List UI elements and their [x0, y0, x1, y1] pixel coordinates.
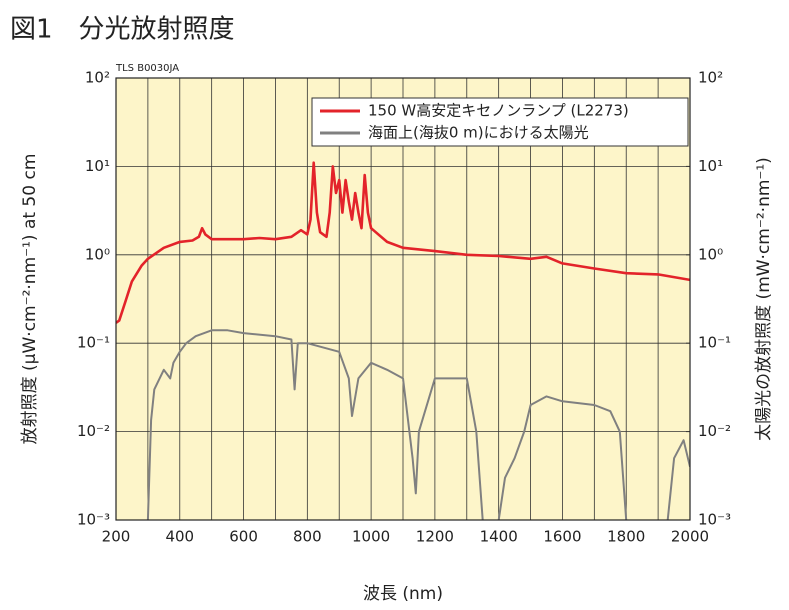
y2-tick-label: 10¹	[698, 157, 723, 175]
y2-tick-label: 10⁰	[698, 245, 723, 263]
y2-tick-label: 10⁻¹	[698, 334, 731, 352]
x-tick-label: 200	[102, 528, 131, 546]
x-tick-label: 600	[229, 528, 258, 546]
x-tick-label: 2000	[671, 528, 709, 546]
series-line	[146, 329, 690, 520]
y2-tick-label: 10²	[698, 69, 723, 87]
x-tick-label: 1800	[607, 528, 645, 546]
y2-tick-label: 10⁻³	[698, 511, 731, 529]
legend-label: 150 W高安定キセノンランプ (L2273)	[368, 102, 629, 120]
series-line	[116, 161, 690, 324]
y-axis-label: 放射照度 (μW·cm⁻²·nm⁻¹) at 50 cm	[20, 154, 40, 445]
y-tick-label: 10⁻²	[77, 422, 110, 440]
chart-title: 図1 分光放射照度	[10, 15, 235, 45]
x-tick-label: 800	[293, 528, 322, 546]
y-tick-label: 10⁻³	[77, 511, 110, 529]
x-tick-label: 1600	[543, 528, 581, 546]
x-axis-label: 波長 (nm)	[363, 584, 443, 604]
x-tick-label: 400	[165, 528, 194, 546]
x-tick-label: 1000	[352, 528, 390, 546]
y2-tick-label: 10⁻²	[698, 422, 731, 440]
plot-border	[115, 77, 691, 521]
legend-box	[311, 97, 689, 147]
x-tick-label: 1400	[480, 528, 518, 546]
y-tick-label: 10²	[85, 69, 110, 87]
y-tick-label: 10⁻¹	[77, 334, 110, 352]
annotation: TLS B0030JA	[115, 63, 179, 74]
y2-axis-label: 太陽光の放射照度 (mW·cm⁻²·nm⁻¹)	[754, 157, 774, 441]
x-tick-label: 1200	[416, 528, 454, 546]
legend-label: 海面上(海抜0 m)における太陽光	[368, 124, 589, 142]
y-tick-label: 10¹	[85, 157, 110, 175]
y-tick-label: 10⁰	[85, 245, 110, 263]
